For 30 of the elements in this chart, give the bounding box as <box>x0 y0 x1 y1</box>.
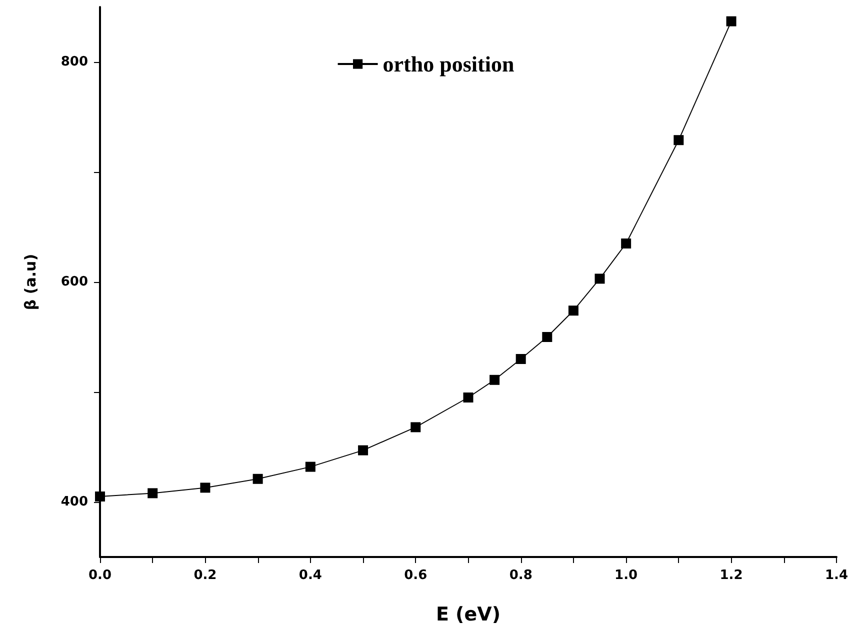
point <box>463 392 474 402</box>
point <box>252 474 263 484</box>
x-tick-label: 0.8 <box>509 568 532 583</box>
x-tick-label: 1.2 <box>720 568 743 583</box>
y-tick-label: 800 <box>60 54 88 70</box>
x-tick-label: 0.4 <box>298 568 322 583</box>
point <box>568 306 578 316</box>
point <box>674 135 684 146</box>
x-tick-label: 0.6 <box>404 568 428 583</box>
point <box>95 492 105 502</box>
point <box>358 445 368 456</box>
point <box>594 274 605 284</box>
y-tick-label: 400 <box>60 494 88 510</box>
point <box>490 374 500 385</box>
point <box>305 462 316 472</box>
point <box>542 332 552 342</box>
point <box>726 16 736 26</box>
x-tick-label: 1.4 <box>824 568 848 583</box>
y-axis-title: β (a.u) <box>22 254 40 310</box>
point <box>516 354 526 364</box>
y-tick-label: 600 <box>60 274 88 290</box>
point <box>148 488 158 498</box>
x-axis-title: E (eV) <box>436 604 501 626</box>
x-tick-label: 0.0 <box>88 568 112 583</box>
x-tick-label: 1.0 <box>614 568 638 583</box>
x-tick-label: 0.2 <box>194 568 217 583</box>
legend-label: ortho position <box>382 52 514 76</box>
point <box>410 422 421 432</box>
point <box>200 482 210 493</box>
point <box>621 238 632 248</box>
